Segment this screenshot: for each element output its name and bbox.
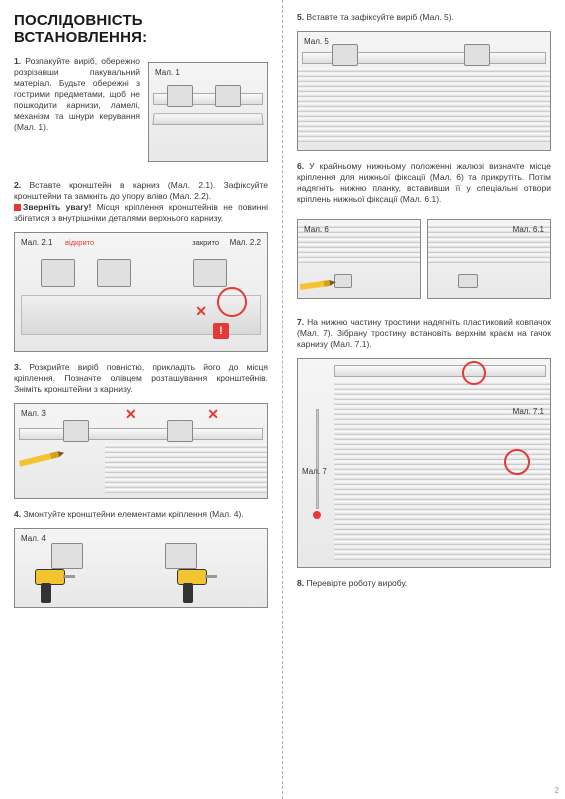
x-mark-icon: ✕	[125, 406, 137, 423]
figure-5: Мал. 5	[297, 31, 551, 151]
pencil-icon	[19, 452, 59, 467]
figure-6: Мал. 6	[297, 219, 421, 299]
left-column: ПОСЛІДОВНІСТЬ ВСТАНОВЛЕННЯ: 1. Розпакуйт…	[0, 0, 283, 799]
step-8: 8. Перевірте роботу виробу.	[297, 578, 551, 589]
open-label: відкрито	[65, 238, 94, 247]
step-1: 1. Розпакуйте виріб, обережно розрізавши…	[14, 56, 268, 172]
step-7: 7. На нижню частину тростини надягніть п…	[297, 317, 551, 350]
figure-5-label: Мал. 5	[304, 37, 329, 46]
step-3: 3. Розкрийте виріб повністю, прикладіть …	[14, 362, 268, 395]
figure-6-1: Мал. 6.1	[427, 219, 551, 299]
step-4-text: 4. Змонтуйте кронштейни елементами кріпл…	[14, 509, 268, 520]
step-2-warning: Зверніть увагу! Місця кріплення кронштей…	[14, 202, 268, 224]
figure-7: Мал. 7.1 Мал. 7	[297, 358, 551, 568]
figure-7-label: Мал. 7	[302, 467, 327, 476]
figure-3-label: Мал. 3	[21, 409, 46, 418]
step-1-text: 1. Розпакуйте виріб, обережно розрізавши…	[14, 56, 140, 133]
x-mark-icon: ✕	[207, 406, 219, 423]
warning-icon	[14, 204, 21, 211]
step-2-text: 2. Вставте кронштейн в карниз (Мал. 2.1)…	[14, 180, 268, 202]
figure-1: Мал. 1	[148, 62, 268, 162]
alert-icon: !	[213, 323, 229, 339]
figure-6-1-label: Мал. 6.1	[513, 225, 544, 234]
detail-circle-icon	[217, 287, 247, 317]
step-4: 4. Змонтуйте кронштейни елементами кріпл…	[14, 509, 268, 520]
rod-icon	[316, 409, 319, 509]
figure-3: Мал. 3 ✕ ✕	[14, 403, 268, 499]
step-5-text: 5. Вставте та зафіксуйте виріб (Мал. 5).	[297, 12, 551, 23]
step-3-text: 3. Розкрийте виріб повністю, прикладіть …	[14, 362, 268, 395]
page-number: 2	[555, 786, 559, 795]
step-5: 5. Вставте та зафіксуйте виріб (Мал. 5).	[297, 12, 551, 23]
closed-label: закрито	[192, 238, 219, 247]
figure-1-label: Мал. 1	[155, 68, 180, 77]
figure-2-1-label: Мал. 2.1	[21, 238, 52, 247]
step-6-text: 6. У крайньому нижньому положенні жалюзі…	[297, 161, 551, 205]
page-title: ПОСЛІДОВНІСТЬ ВСТАНОВЛЕННЯ:	[14, 12, 268, 46]
figure-2-2-label: Мал. 2.2	[230, 238, 261, 247]
figure-6-group: Мал. 6 Мал. 6.1	[297, 213, 551, 309]
right-column: 5. Вставте та зафіксуйте виріб (Мал. 5).…	[283, 0, 565, 799]
drill-icon	[177, 569, 217, 605]
step-8-text: 8. Перевірте роботу виробу.	[297, 578, 551, 589]
figure-7-1-label: Мал. 7.1	[513, 407, 544, 416]
figure-2: Мал. 2.1 відкрито закрито Мал. 2.2 ✕ !	[14, 232, 268, 352]
figure-4-label: Мал. 4	[21, 534, 46, 543]
drill-icon	[35, 569, 75, 605]
figure-4: Мал. 4	[14, 528, 268, 608]
step-2: 2. Вставте кронштейн в карниз (Мал. 2.1)…	[14, 180, 268, 224]
step-7-text: 7. На нижню частину тростини надягніть п…	[297, 317, 551, 350]
x-mark-icon: ✕	[195, 303, 207, 320]
step-6: 6. У крайньому нижньому положенні жалюзі…	[297, 161, 551, 205]
figure-6-label: Мал. 6	[304, 225, 329, 234]
